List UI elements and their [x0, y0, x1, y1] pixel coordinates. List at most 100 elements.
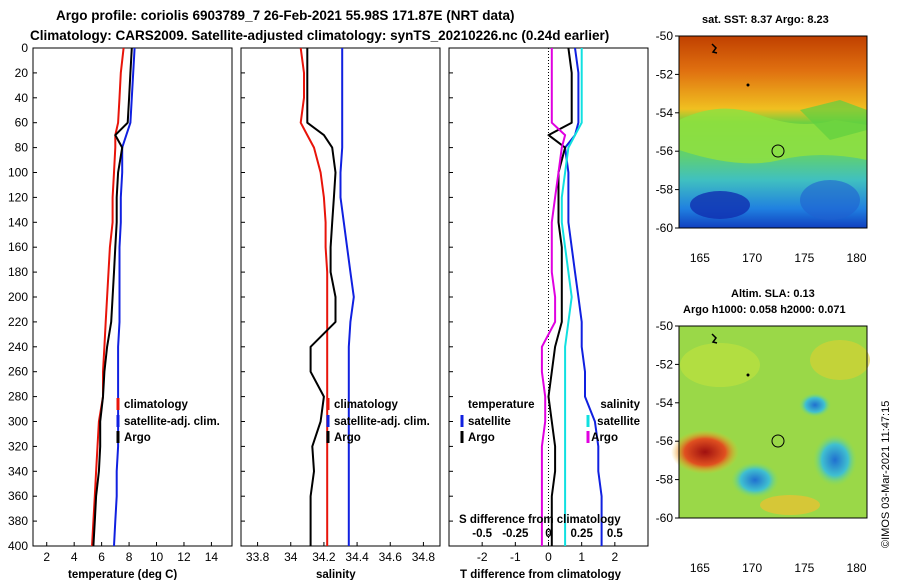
- depth-tick-label: 380: [8, 514, 28, 528]
- header-line-2: Climatology: CARS2009. Satellite-adjuste…: [30, 28, 609, 43]
- series-line-t-argo: [547, 47, 573, 546]
- x-tick-label: 4: [71, 550, 78, 564]
- depth-tick-label: 300: [8, 415, 28, 429]
- map-lat-label: -54: [656, 106, 674, 120]
- map-lat-label: -50: [656, 319, 674, 333]
- sla-anomaly: [760, 495, 820, 515]
- map-lat-label: -58: [656, 183, 674, 197]
- map-lon-label: 180: [847, 251, 867, 265]
- map-lat-label: -50: [656, 29, 674, 43]
- temperature-xlabel: temperature (deg C): [68, 569, 177, 580]
- sla-map-title-1: Altim. SLA: 0.13: [731, 288, 815, 300]
- depth-tick-label: 120: [8, 190, 28, 204]
- x-tick-label: 12: [177, 550, 191, 564]
- sst-map: [678, 35, 868, 229]
- x-tick-label: 34.4: [345, 550, 369, 564]
- x-tick-label-top: -0.25: [502, 528, 529, 540]
- sst-cold-eddy: [800, 180, 860, 220]
- map-lat-label: -60: [656, 221, 674, 235]
- depth-tick-label: 0: [21, 41, 28, 55]
- map-lon-label: 175: [794, 251, 814, 265]
- sla-low-eddy: [813, 434, 857, 486]
- depth-tick-label: 160: [8, 240, 28, 254]
- header-line-1: Argo profile: coriolis 6903789_7 26-Feb-…: [56, 8, 514, 23]
- depth-tick-label: 60: [15, 116, 29, 130]
- sla-map-frame: [678, 325, 868, 519]
- difference-xlabel: T difference from climatology: [460, 569, 622, 580]
- depth-tick-label: 260: [8, 365, 28, 379]
- map-lat-label: -56: [656, 434, 674, 448]
- x-tick-label: 14: [205, 550, 219, 564]
- map-lon-label: 165: [690, 561, 710, 575]
- map-lat-label: -56: [656, 144, 674, 158]
- map-lon-label: 170: [742, 251, 762, 265]
- x-tick-label-top: -0.5: [472, 528, 492, 540]
- depth-tick-label: 140: [8, 215, 28, 229]
- series-line-argo: [92, 47, 133, 547]
- sst-patch: [800, 100, 867, 140]
- series-line-satellite-adj-clim-: [339, 48, 355, 546]
- legend-climatology-label: climatology: [124, 399, 189, 411]
- x-tick-label-top: 0.25: [570, 528, 593, 540]
- map-lon-label: 165: [690, 251, 710, 265]
- sla-map-title-2: Argo h1000: 0.058 h2000: 0.071: [683, 304, 846, 316]
- map-lon-label: 170: [742, 561, 762, 575]
- depth-tick-label: 280: [8, 390, 28, 404]
- sla-low-eddy: [799, 393, 831, 417]
- legend-s-satellite-label: satellite: [597, 416, 640, 428]
- x-tick-label: 2: [611, 550, 618, 564]
- series-line-satellite-adj-clim-: [113, 47, 136, 547]
- map-lon-label: 175: [794, 561, 814, 575]
- x-tick-label: 8: [126, 550, 133, 564]
- salinity-legend: climatology satellite-adj. clim. Argo: [326, 398, 430, 444]
- legend-t-satellite-label: satellite: [468, 416, 511, 428]
- temperature-plot: 2 4 6 8 10 12 14: [43, 47, 219, 564]
- x-tick-label: 34.8: [412, 550, 436, 564]
- sla-anomaly: [810, 340, 870, 380]
- series-line-s-satellite: [560, 48, 583, 546]
- sst-argo-marker: [771, 144, 785, 158]
- sla-map-axes: 165 170 175 180 -50 -52 -54 -56 -58 -60: [656, 319, 867, 575]
- x-tick-label-top: 0.5: [607, 528, 624, 540]
- x-tick-label: 34.6: [379, 550, 403, 564]
- difference-xlabel-top: S difference from climatology: [459, 514, 621, 526]
- series-line-s-argo: [540, 48, 567, 546]
- x-tick-label: 6: [98, 550, 105, 564]
- x-tick-label: 1: [578, 550, 585, 564]
- sst-land: [711, 43, 718, 54]
- depth-tick-label: 360: [8, 489, 28, 503]
- sla-high-eddy: [671, 430, 739, 474]
- depth-tick-label: 200: [8, 290, 28, 304]
- sla-low-eddy: [731, 462, 779, 498]
- map-lat-label: -54: [656, 396, 674, 410]
- series-line-climatology: [299, 47, 329, 546]
- legend-s-argo-label: Argo: [591, 432, 618, 444]
- series-line-climatology: [91, 47, 125, 547]
- depth-tick-label: 340: [8, 464, 28, 478]
- legend-climatology-label: climatology: [334, 399, 399, 411]
- sla-land: [711, 333, 718, 344]
- legend-satellite-label: satellite-adj. clim.: [334, 416, 430, 428]
- depth-axis: 0 20 40 60 80 100 120 140 160 180 200 220 240 260 280 3…: [8, 41, 453, 553]
- map-lat-label: -58: [656, 473, 674, 487]
- x-tick-label: -2: [477, 550, 488, 564]
- depth-tick-label: 100: [8, 166, 28, 180]
- salinity-panel-frame: [240, 47, 441, 547]
- legend-argo-label: Argo: [124, 432, 151, 444]
- legend-argo-label: Argo: [334, 432, 361, 444]
- x-tick-label: 34.2: [312, 550, 336, 564]
- x-tick-label-top: 0: [545, 528, 551, 540]
- depth-tick-label: 40: [15, 91, 29, 105]
- x-tick-label: -1: [510, 550, 521, 564]
- temperature-legend: climatology satellite-adj. clim. Argo: [116, 398, 220, 444]
- series-line-t-satellite: [564, 47, 603, 546]
- legend-satellite-label: satellite-adj. clim.: [124, 416, 220, 428]
- x-tick-label: 10: [150, 550, 164, 564]
- series-line-argo: [306, 48, 337, 546]
- depth-tick-label: 20: [15, 66, 29, 80]
- depth-tick-label: 240: [8, 340, 28, 354]
- sst-map-frame: [678, 35, 868, 229]
- legend-salinity-title: salinity: [600, 399, 640, 411]
- difference-legend: temperature satellite Argo salinity sate…: [460, 399, 641, 444]
